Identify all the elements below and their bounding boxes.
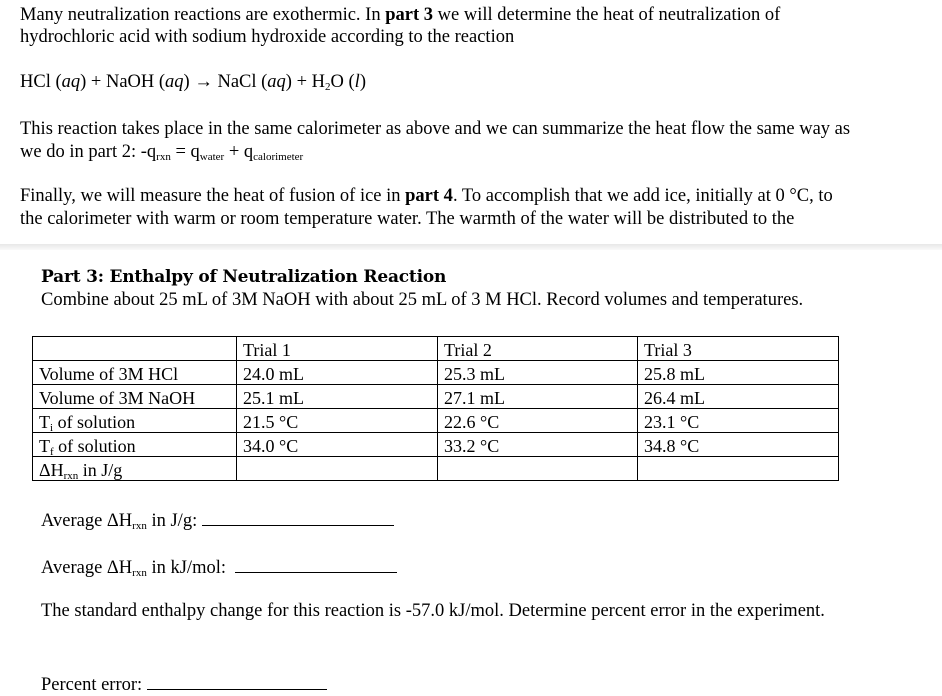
table-row: Volume of 3M NaOH 25.1 mL 27.1 mL 26.4 m… bbox=[32, 384, 839, 409]
para2-line-1: This reaction takes place in the same ca… bbox=[20, 119, 851, 139]
table-cell[interactable]: 21.5 °C bbox=[236, 408, 438, 433]
header-cell: Trial 3 bbox=[637, 336, 839, 361]
table-cell[interactable]: 27.1 mL bbox=[437, 384, 638, 409]
row-label: Tf of solution bbox=[32, 432, 237, 458]
table-cell[interactable]: 33.2 °C bbox=[437, 432, 638, 457]
para3-line-2: the calorimeter with warm or room temper… bbox=[20, 209, 795, 229]
average-jg-line: Average ΔHrxn in J/g: bbox=[41, 507, 394, 532]
table-cell[interactable]: 23.1 °C bbox=[637, 408, 839, 433]
para3-line-1: Finally, we will measure the heat of fus… bbox=[20, 186, 833, 206]
row-label: Volume of 3M HCl bbox=[32, 360, 237, 385]
header-cell bbox=[32, 336, 237, 361]
percent-error-blank[interactable] bbox=[146, 671, 327, 690]
header-cell: Trial 2 bbox=[437, 336, 638, 361]
row-label: ΔHrxn in J/g bbox=[32, 456, 237, 482]
table-cell[interactable]: 25.1 mL bbox=[236, 384, 438, 409]
part3-heading: Part 3: Enthalpy of Neutralization React… bbox=[41, 267, 447, 287]
table-header-row: Trial 1 Trial 2 Trial 3 bbox=[32, 336, 839, 361]
heat-flow-equation: we do in part 2: -qrxn = qwater + qcalor… bbox=[20, 142, 304, 163]
table-cell[interactable]: 22.6 °C bbox=[437, 408, 638, 433]
percent-error-line: Percent error: bbox=[41, 671, 327, 696]
standard-enthalpy-text: The standard enthalpy change for this re… bbox=[41, 601, 825, 621]
header-cell: Trial 1 bbox=[236, 336, 438, 361]
table-cell[interactable]: 34.0 °C bbox=[236, 432, 438, 457]
table-cell[interactable]: 34.8 °C bbox=[637, 432, 839, 457]
average-jg-blank[interactable] bbox=[201, 507, 394, 526]
table-cell[interactable] bbox=[236, 456, 438, 481]
intro-line-2: hydrochloric acid with sodium hydroxide … bbox=[20, 27, 515, 47]
intro-line-1: Many neutralization reactions are exothe… bbox=[20, 5, 781, 25]
table-row: Ti of solution 21.5 °C 22.6 °C 23.1 °C bbox=[32, 408, 839, 434]
average-kjmol-blank[interactable] bbox=[234, 554, 397, 573]
page-divider bbox=[0, 244, 942, 250]
table-cell[interactable] bbox=[437, 456, 638, 481]
table-cell[interactable]: 26.4 mL bbox=[637, 384, 839, 409]
row-label: Volume of 3M NaOH bbox=[32, 384, 237, 409]
table-cell[interactable] bbox=[637, 456, 839, 481]
table-cell[interactable]: 24.0 mL bbox=[236, 360, 438, 385]
reaction-equation: HCl (aq) + NaOH (aq) → NaCl (aq) + H2O (… bbox=[20, 72, 366, 93]
part3-instructions: Combine about 25 mL of 3M NaOH with abou… bbox=[41, 290, 804, 310]
average-kjmol-line: Average ΔHrxn in kJ/mol: bbox=[41, 554, 397, 579]
row-label: Ti of solution bbox=[32, 408, 237, 434]
table-row: ΔHrxn in J/g bbox=[32, 456, 839, 482]
data-table: Trial 1 Trial 2 Trial 3 Volume of 3M HCl… bbox=[32, 336, 839, 482]
table-cell[interactable]: 25.3 mL bbox=[437, 360, 638, 385]
table-row: Volume of 3M HCl 24.0 mL 25.3 mL 25.8 mL bbox=[32, 360, 839, 385]
table-row: Tf of solution 34.0 °C 33.2 °C 34.8 °C bbox=[32, 432, 839, 458]
table-cell[interactable]: 25.8 mL bbox=[637, 360, 839, 385]
